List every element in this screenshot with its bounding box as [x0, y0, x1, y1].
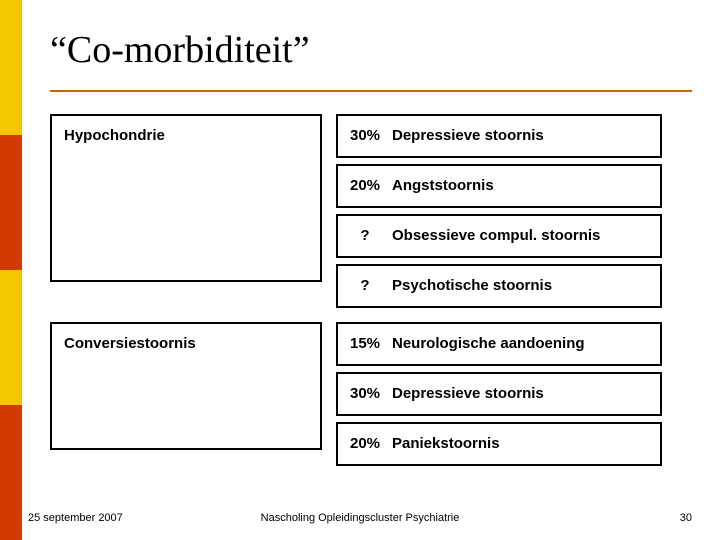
percent: 20% — [350, 177, 380, 194]
comorbidity-row: 20% Angststoornis — [336, 164, 662, 208]
comorbidity-row: ? Obsessieve compul. stoornis — [336, 214, 662, 258]
title-rule — [50, 90, 692, 92]
percent: ? — [350, 277, 380, 294]
comorbidity-row: 20% Paniekstoornis — [336, 422, 662, 466]
slide: “Co-morbiditeit” Hypochondrie 30% Depres… — [0, 0, 720, 540]
footer-center: Nascholing Opleidingscluster Psychiatrie — [28, 512, 692, 524]
content-area: Hypochondrie 30% Depressieve stoornis 20… — [50, 114, 690, 480]
comorbidity-row: 30% Depressieve stoornis — [336, 114, 662, 158]
comorbidity-label: Psychotische stoornis — [392, 277, 552, 294]
comorbidity-label: Paniekstoornis — [392, 435, 500, 452]
percent: 30% — [350, 385, 380, 402]
comorbidity-block: Hypochondrie 30% Depressieve stoornis 20… — [50, 114, 690, 308]
comorbidity-label: Obsessieve compul. stoornis — [392, 227, 600, 244]
disorder-box: Hypochondrie — [50, 114, 322, 282]
percent: 20% — [350, 435, 380, 452]
comorbidity-label: Depressieve stoornis — [392, 127, 544, 144]
comorbidity-block: Conversiestoornis 15% Neurologische aand… — [50, 322, 690, 466]
comorbidity-row: ? Psychotische stoornis — [336, 264, 662, 308]
disorder-label: Hypochondrie — [64, 127, 165, 144]
sidebar-seg — [0, 270, 22, 405]
disorder-label: Conversiestoornis — [64, 335, 196, 352]
sidebar-seg — [0, 0, 22, 135]
comorbidity-label: Angststoornis — [392, 177, 494, 194]
percent: 15% — [350, 335, 380, 352]
sidebar-seg — [0, 405, 22, 540]
color-sidebar — [0, 0, 22, 540]
sidebar-seg — [0, 135, 22, 270]
slide-title: “Co-morbiditeit” — [50, 28, 310, 72]
percent: 30% — [350, 127, 380, 144]
comorbidity-label: Depressieve stoornis — [392, 385, 544, 402]
percent: ? — [350, 227, 380, 244]
comorbidity-row: 15% Neurologische aandoening — [336, 322, 662, 366]
comorbidity-row: 30% Depressieve stoornis — [336, 372, 662, 416]
comorbidity-label: Neurologische aandoening — [392, 335, 585, 352]
footer: 25 september 2007 Nascholing Opleidingsc… — [28, 512, 692, 524]
disorder-box: Conversiestoornis — [50, 322, 322, 450]
